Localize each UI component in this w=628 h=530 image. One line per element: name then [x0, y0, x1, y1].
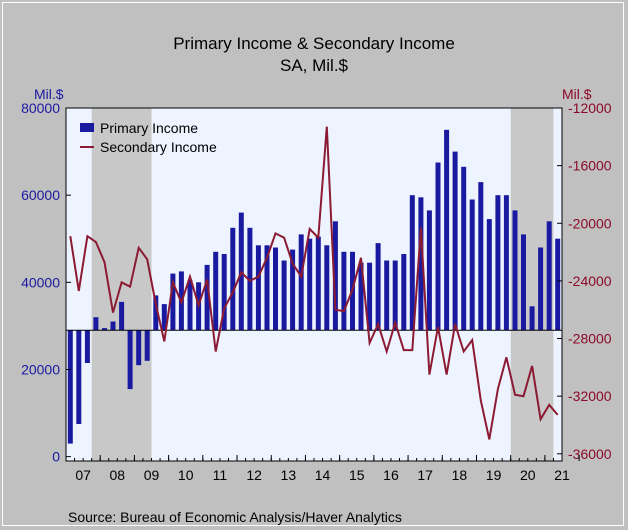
right-tick-label: -24000	[568, 273, 612, 289]
x-tick-label: 17	[417, 467, 433, 483]
bar-primary-income	[136, 330, 142, 366]
bar-primary-income	[204, 264, 210, 331]
bar-primary-income	[495, 195, 501, 331]
x-tick-label: 11	[213, 467, 228, 483]
bar-primary-income	[290, 249, 296, 331]
x-tick-label: 19	[486, 467, 502, 483]
bar-primary-income	[332, 221, 338, 331]
bar-primary-income	[255, 245, 261, 331]
bar-primary-income	[426, 210, 432, 331]
bar-primary-income	[461, 166, 467, 331]
bar-primary-income	[76, 330, 82, 424]
bar-primary-income	[444, 129, 450, 331]
recession-shading-2	[510, 108, 554, 461]
bar-primary-income	[435, 162, 441, 331]
bar-primary-income	[384, 260, 390, 331]
x-tick-label: 15	[349, 467, 365, 483]
bar-primary-income	[546, 221, 552, 331]
legend-label-primary: Primary Income	[100, 120, 198, 136]
bar-primary-income	[538, 247, 544, 331]
x-tick-label: 14	[315, 467, 331, 483]
x-tick-label: 20	[520, 467, 536, 483]
right-axis-unit: Mil.$	[562, 86, 592, 102]
bar-primary-income	[221, 254, 227, 331]
x-tick-label: 21	[554, 467, 570, 483]
bar-primary-income	[529, 306, 535, 331]
left-tick-label: 20000	[21, 361, 60, 377]
bar-primary-income	[358, 262, 364, 331]
bar-primary-income	[247, 227, 253, 331]
bar-primary-income	[392, 260, 398, 331]
bar-primary-income	[67, 330, 73, 444]
bar-primary-income	[93, 317, 99, 331]
bar-primary-income	[324, 245, 330, 331]
left-tick-label: 0	[52, 449, 60, 465]
bar-primary-income	[187, 280, 193, 331]
bar-primary-income	[418, 197, 424, 331]
bar-primary-income	[170, 273, 176, 331]
right-tick-label: -28000	[568, 331, 612, 347]
bar-primary-income	[521, 234, 526, 331]
bar-primary-income	[119, 301, 125, 331]
right-tick-label: -32000	[568, 388, 612, 404]
bar-primary-income	[298, 234, 304, 331]
bar-primary-income	[161, 304, 167, 331]
left-tick-label: 40000	[21, 274, 60, 290]
bar-primary-income	[273, 247, 278, 331]
bar-primary-income	[102, 328, 107, 331]
bar-primary-income	[486, 219, 492, 331]
bar-primary-income	[478, 182, 484, 331]
right-tick-label: -16000	[568, 158, 612, 174]
right-tick-label: -12000	[568, 100, 612, 116]
bar-primary-income	[315, 236, 321, 331]
bar-primary-income	[281, 260, 287, 331]
legend-swatch-primary	[80, 123, 94, 132]
bar-primary-income	[230, 227, 236, 331]
left-tick-label: 60000	[21, 187, 60, 203]
bar-primary-income	[409, 195, 415, 331]
x-tick-label: 16	[383, 467, 399, 483]
chart-subtitle: SA, Mil.$	[279, 56, 349, 75]
bar-primary-income	[307, 238, 313, 331]
bar-primary-income	[84, 330, 90, 363]
x-tick-label: 12	[246, 467, 262, 483]
right-tick-label: -20000	[568, 215, 612, 231]
x-tick-label: 07	[75, 467, 91, 483]
bar-primary-income	[110, 321, 116, 331]
bar-primary-income	[401, 254, 407, 331]
left-tick-label: 80000	[21, 100, 60, 116]
x-tick-label: 13	[281, 467, 297, 483]
bar-primary-income	[213, 251, 219, 331]
bar-primary-income	[469, 199, 475, 331]
x-tick-label: 18	[452, 467, 468, 483]
bar-primary-income	[264, 245, 270, 331]
chart-title: Primary Income & Secondary Income	[173, 34, 455, 53]
bar-primary-income	[555, 238, 561, 331]
bar-primary-income	[367, 262, 373, 331]
bar-primary-income	[503, 195, 509, 331]
x-tick-label: 10	[178, 467, 194, 483]
bar-primary-income	[452, 151, 458, 331]
right-tick-label: -36000	[568, 446, 612, 462]
bar-primary-income	[512, 210, 518, 331]
source-note: Source: Bureau of Economic Analysis/Have…	[68, 509, 402, 525]
line-secondary-income	[69, 126, 559, 440]
bar-primary-income	[153, 295, 159, 331]
bar-primary-income	[127, 330, 133, 390]
bar-primary-income	[144, 330, 150, 361]
x-tick-label: 09	[144, 467, 160, 483]
left-axis-unit: Mil.$	[34, 86, 64, 102]
bar-primary-income	[341, 251, 347, 331]
x-tick-label: 08	[110, 467, 126, 483]
legend-label-secondary: Secondary Income	[100, 139, 217, 155]
bar-primary-income	[375, 243, 381, 331]
